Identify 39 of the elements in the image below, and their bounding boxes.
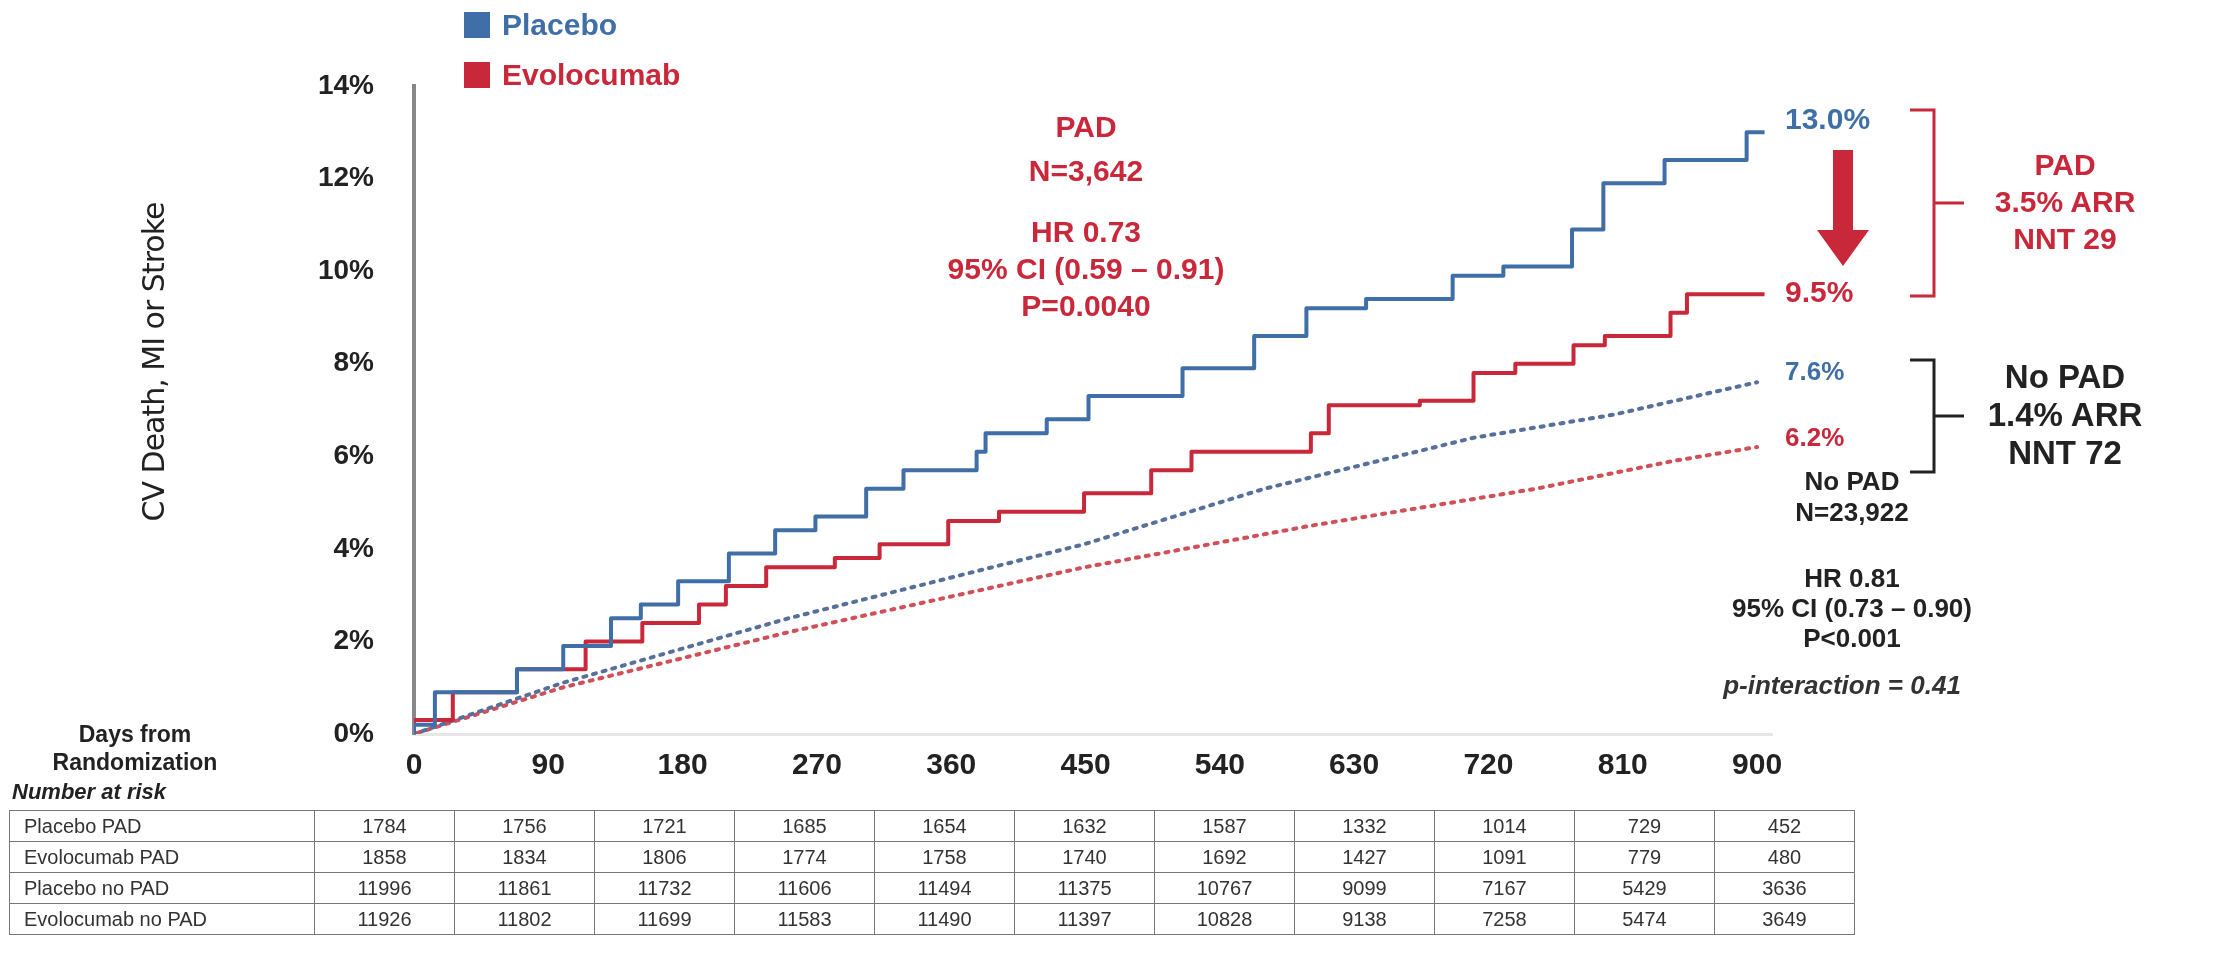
x-tick-label: 360 [926,747,977,781]
text: Placebo PAD 1784 1756 1721 1685 1654 1632 1587 1332 1014 729 452 [24,814,1802,837]
x-tick-label: 900 [1732,747,1783,781]
x-tick-label: 630 [1329,747,1380,781]
x-tick-label: 540 [1194,747,1245,781]
legend-label: Placebo [502,7,618,43]
text: 9.5% [1785,275,1854,309]
y-tick-label: 14% [317,68,375,100]
x-tick-label: 270 [791,747,842,781]
text: No PAD 1.4% ARR NNT 72 [1987,358,2143,472]
text: Evolocumab no PAD 11926 11802 11699 11583 11490 11397 10828 9138 7258 5474 3649 [24,907,1807,930]
text: Evolocumab PAD 1858 1834 1806 1774 1758 1740 1692 1427 1091 779 480 [24,845,1802,868]
x-tick-label: 810 [1597,747,1648,781]
text: No PAD N=23,922 [1795,466,1909,528]
annotation: p-interaction = 0.41 [1723,669,1961,702]
text: Number at risk [12,779,167,804]
x-tick-label: 90 [531,747,565,781]
y-tick-label: 8% [333,346,375,378]
y-tick-label: 0% [333,716,375,748]
y-tick-label: 2% [333,624,375,656]
annotation: HR 0.73 95% CI (0.59 – 0.91) P=0.0040 [947,214,1225,324]
text: 6.2% [1785,421,1845,454]
text: 7.6% [1785,355,1845,388]
y-tick-label: 4% [333,531,375,563]
x-tick-label: 450 [1060,747,1111,781]
y-tick-label: 6% [333,439,375,470]
y-axis-title: CV Death, MI or Stroke [135,202,171,522]
y-tick-label: 10% [317,253,375,285]
annotation: HR 0.81 95% CI (0.73 – 0.90) P<0.001 [1732,563,1972,653]
text: 13.0% [1785,102,1871,136]
x-tick-label: 720 [1463,747,1514,781]
annotation: PAD N=3,642 [1028,109,1144,189]
y-tick-label: 12% [317,161,375,193]
text: PAD 3.5% ARR NNT 29 [1994,147,2136,257]
x-axis-title: Days from Randomization [51,720,219,776]
x-tick-label: 0 [405,747,423,781]
x-tick-label: 180 [657,747,708,781]
text: Placebo no PAD 11996 11861 11732 11606 11494 11375 10767 9099 7167 5429 3636 [24,876,1807,899]
legend-label: Evolocumab [502,57,681,93]
